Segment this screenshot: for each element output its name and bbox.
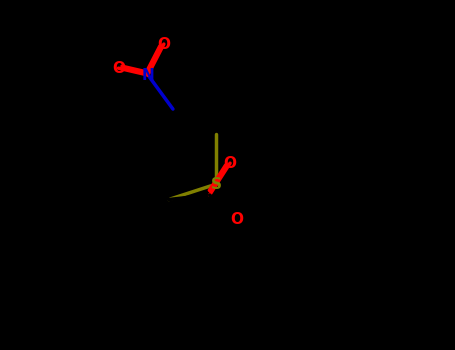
Text: O: O <box>112 61 125 76</box>
Text: S: S <box>211 177 222 191</box>
Text: O: O <box>157 37 170 51</box>
Text: N: N <box>142 68 154 83</box>
Text: O: O <box>223 156 237 171</box>
Text: O: O <box>230 212 243 228</box>
